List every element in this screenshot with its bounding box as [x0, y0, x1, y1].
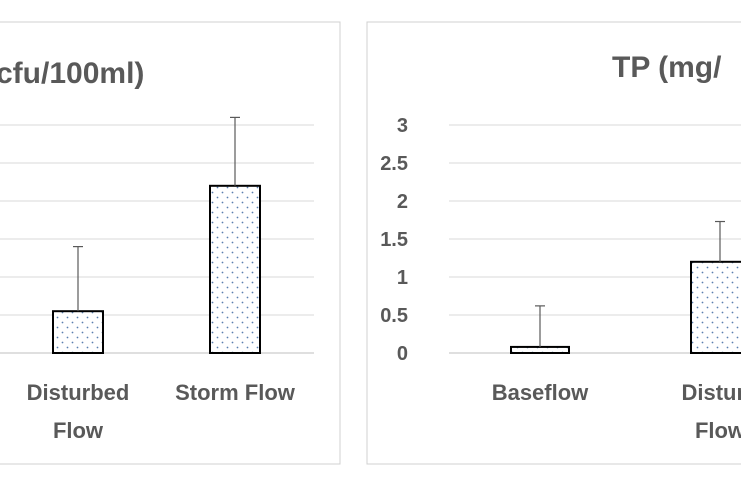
- bar: [209, 184, 261, 354]
- category-label: Storm Flow: [175, 380, 296, 405]
- y-tick-label: 1: [397, 267, 408, 289]
- category-label: Disturbed: [27, 380, 130, 405]
- category-labels: Disturbed Flow Storm Flow: [27, 380, 296, 443]
- chart-border: [366, 21, 741, 465]
- y-tick-label: 0: [397, 343, 408, 365]
- chart-title: cfu/100ml): [0, 57, 144, 90]
- bars: [510, 220, 741, 355]
- category-label: Flow: [695, 418, 741, 443]
- y-tick-label: 0.5: [380, 305, 408, 327]
- y-tick-label: 1.5: [380, 229, 408, 251]
- y-tick-label: 2.5: [380, 153, 408, 175]
- category-labels: Baseflow Disturb Flow: [492, 380, 741, 443]
- chart-border: [0, 21, 341, 465]
- bar: [510, 345, 570, 355]
- category-label: Baseflow: [492, 380, 589, 405]
- bar: [52, 310, 104, 355]
- category-label: Flow: [53, 418, 104, 443]
- category-label: Disturb: [682, 380, 741, 405]
- chart-title: TP (mg/: [612, 51, 722, 84]
- bar: [690, 260, 741, 354]
- chart-panel-left: cfu/100ml) Disturbed Flow Storm Flow: [0, 21, 341, 465]
- y-axis-tick-labels: 0 0.5 1 1.5 2 2.5 3: [380, 115, 408, 365]
- y-tick-label: 3: [397, 115, 408, 137]
- y-tick-label: 2: [397, 191, 408, 213]
- bars: [52, 116, 261, 355]
- chart-panel-right: TP (mg/ 0 0.5 1 1.5 2 2.5 3 Baseflow Disturb Flo…: [366, 21, 741, 465]
